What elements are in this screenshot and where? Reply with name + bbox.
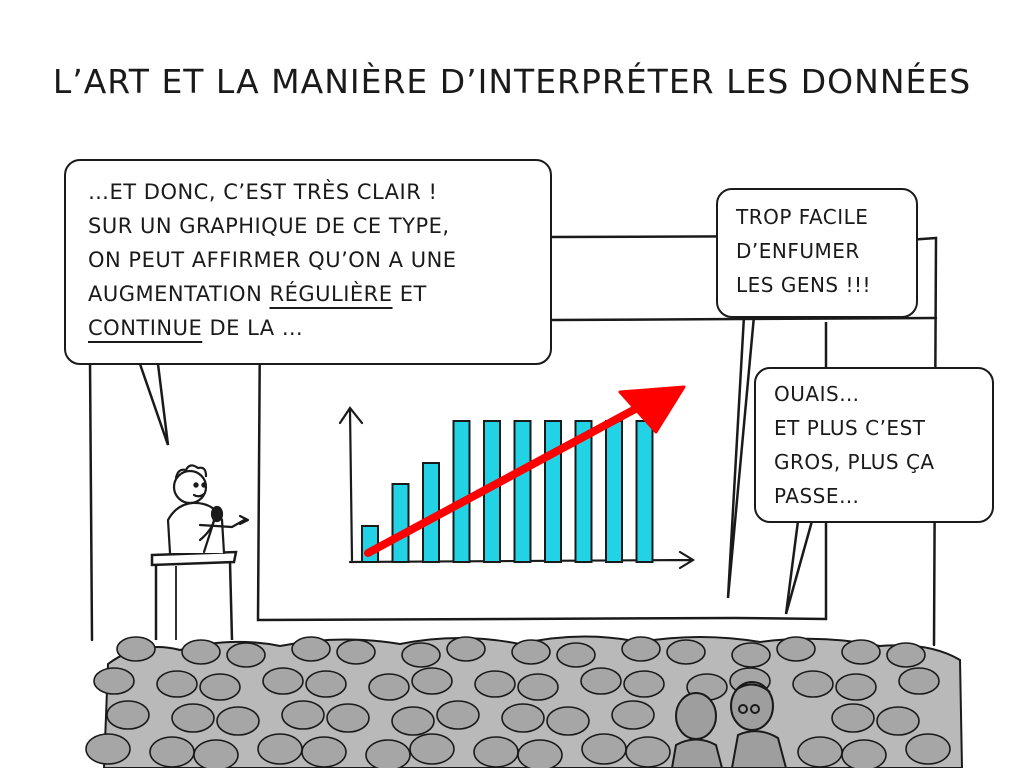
- audience-head: [611, 700, 655, 730]
- audience-head: [93, 667, 135, 695]
- speech-line-5: CONTINUE DE LA …: [88, 311, 528, 345]
- chart-bar-4: [452, 420, 471, 563]
- audience-head: [365, 739, 411, 768]
- audience-head: [546, 706, 590, 736]
- audience-head: [556, 642, 596, 668]
- speech-line-1: …ET DONC, C’EST TRÈS CLAIR !: [88, 180, 438, 204]
- bubble2-line-2: ET PLUS C’EST: [774, 416, 926, 440]
- speech-line-4-post: ET: [392, 282, 427, 306]
- y-axis: [338, 406, 364, 562]
- audience-head: [474, 670, 516, 698]
- speech-line-3: ON PEUT AFFIRMER QU’ON A UNE: [88, 248, 457, 272]
- bubble1-line-1: TROP FACILE: [736, 205, 869, 229]
- chart-bar-1: [361, 525, 379, 563]
- bubble2-line-4: PASSE…: [774, 484, 860, 508]
- page-title: L’ART ET LA MANIÈRE D’INTERPRÉTER LES DO…: [52, 62, 972, 101]
- bubble2-line-1: OUAIS…: [774, 382, 860, 406]
- bubble1-line-2: D’ENFUMER: [736, 239, 860, 263]
- audience-head: [776, 636, 816, 662]
- audience-head: [193, 739, 239, 768]
- audience-head: [886, 642, 926, 668]
- underlined-word-continue: CONTINUE: [88, 316, 203, 340]
- chart-bar-10: [635, 420, 654, 563]
- audience-head: [623, 670, 665, 698]
- audience-head: [409, 733, 455, 765]
- audience-crowd: [85, 635, 964, 768]
- audience-head: [181, 639, 221, 665]
- audience-head: [841, 639, 881, 665]
- bubble-tails: [138, 314, 814, 615]
- audience-head: [501, 703, 545, 733]
- speech-line-5-post: DE LA …: [202, 316, 304, 340]
- audience-head: [446, 636, 486, 662]
- chart-bar-7: [544, 420, 562, 563]
- audience-head: [898, 667, 940, 695]
- audience-head: [301, 736, 347, 768]
- audience-head: [262, 667, 304, 695]
- trend-arrow: [364, 385, 686, 557]
- audience-head: [511, 639, 551, 665]
- speech-line-4-pre: AUGMENTATION: [88, 282, 270, 306]
- audience-head: [401, 642, 441, 668]
- audience-head: [517, 673, 559, 701]
- audience-member-left: [670, 692, 724, 768]
- audience-head: [792, 670, 834, 698]
- audience-head: [876, 706, 920, 736]
- audience-head: [625, 736, 671, 768]
- audience-head: [85, 733, 131, 765]
- audience-head: [581, 733, 627, 765]
- chart-bar-8: [574, 420, 593, 563]
- underlined-word-reguliere: RÉGULIÈRE: [269, 282, 393, 306]
- audience-head: [257, 733, 303, 765]
- speaker-figure: [166, 464, 250, 555]
- audience-head: [281, 700, 325, 730]
- audience-head: [621, 636, 661, 662]
- audience-head: [116, 636, 156, 662]
- audience-head: [731, 642, 771, 668]
- audience-head: [797, 736, 843, 768]
- audience-head: [336, 639, 376, 665]
- bubble2-line-3: GROS, PLUS ÇA: [774, 450, 935, 474]
- audience-head: [199, 673, 241, 701]
- audience-head: [473, 736, 519, 768]
- audience-head: [517, 739, 563, 768]
- audience-speech-bubble-2: OUAIS… ET PLUS C’EST GROS, PLUS ÇA PASSE…: [754, 367, 994, 523]
- audience-head: [106, 700, 150, 730]
- audience-head: [368, 673, 410, 701]
- audience-head: [841, 739, 887, 768]
- audience-speech-bubble-1: TROP FACILE D’ENFUMER LES GENS !!!: [716, 188, 918, 318]
- bubble1-line-3: LES GENS !!!: [736, 273, 872, 297]
- audience-head: [326, 703, 370, 733]
- audience-head: [291, 636, 331, 662]
- audience-head: [835, 673, 877, 701]
- speech-line-4: AUGMENTATION RÉGULIÈRE ET: [88, 277, 528, 311]
- audience-head: [171, 703, 215, 733]
- chart-bar-2: [391, 483, 410, 563]
- audience-head: [216, 706, 260, 736]
- chart-bar-9: [605, 420, 623, 563]
- speech-line-2: SUR UN GRAPHIQUE DE CE TYPE,: [88, 214, 450, 238]
- audience-member-right: [730, 681, 788, 768]
- bar-chart: [338, 385, 696, 570]
- chart-bar-6: [513, 420, 532, 563]
- audience-head: [580, 667, 622, 695]
- audience-head: [905, 733, 951, 765]
- audience-head: [666, 639, 706, 665]
- audience-head: [831, 703, 875, 733]
- audience-head: [156, 670, 198, 698]
- audience-head: [226, 642, 266, 668]
- podium: [150, 550, 238, 641]
- audience-head: [149, 736, 195, 768]
- audience-head: [391, 706, 435, 736]
- speaker-speech-bubble: …ET DONC, C’EST TRÈS CLAIR ! SUR UN GRAP…: [64, 159, 552, 365]
- audience-head: [436, 700, 480, 730]
- audience-head: [411, 667, 453, 695]
- audience-head: [305, 670, 347, 698]
